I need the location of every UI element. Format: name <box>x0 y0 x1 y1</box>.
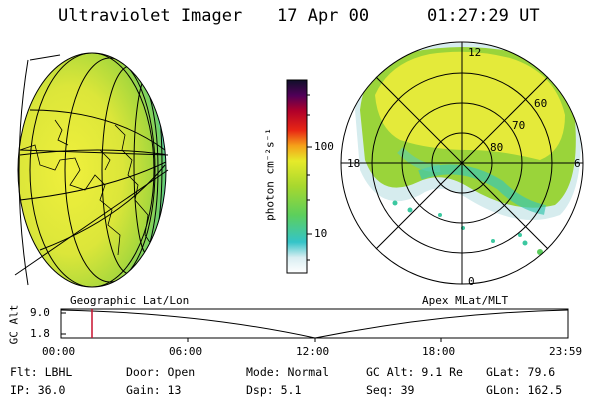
mlt-label-6: 6 <box>574 157 581 170</box>
timeline-plot <box>60 308 569 342</box>
x-tick-1800: 18:00 <box>422 345 456 358</box>
date-label: 17 Apr 00 <box>277 6 370 26</box>
mlat-label-60: 60 <box>534 97 548 110</box>
colorbar-tick-100: 100 <box>314 140 334 153</box>
y-tick-9: 9.0 <box>30 306 50 319</box>
status-filter: Flt: LBHL <box>10 365 73 379</box>
x-tick-0000: 00:00 <box>42 345 76 358</box>
status-ip: IP: 36.0 <box>10 383 66 397</box>
x-tick-0600: 06:00 <box>169 345 203 358</box>
mlt-label-0: 0 <box>468 275 475 288</box>
polar-image <box>340 41 584 285</box>
y-tick-1-8: 1.8 <box>30 327 50 340</box>
status-glat: GLat: 79.6 <box>486 365 556 379</box>
mlt-label-18: 18 <box>347 157 361 170</box>
x-tick-2359: 23:59 <box>549 345 583 358</box>
status-gc-alt: GC Alt: 9.1 Re <box>366 365 463 379</box>
status-door: Door: Open <box>126 365 196 379</box>
earth-image <box>14 52 169 288</box>
status-dsp: Dsp: 5.1 <box>246 383 302 397</box>
apex-caption: Apex MLat/MLT <box>422 294 509 307</box>
status-seq: Seq: 39 <box>366 383 415 397</box>
time-label: 01:27:29 UT <box>427 6 540 26</box>
status-gain: Gain: 13 <box>126 383 182 397</box>
x-tick-1200: 12:00 <box>296 345 330 358</box>
mlat-label-80: 80 <box>490 141 504 154</box>
colorbar-unit-label: photon cm⁻²s⁻¹ <box>263 128 277 221</box>
colorbar-tick-10: 10 <box>314 227 328 240</box>
gc-alt-axis-label: GC Alt <box>7 304 21 345</box>
status-mode: Mode: Normal <box>246 365 330 379</box>
instrument-title: Ultraviolet Imager <box>58 6 243 26</box>
colorbar <box>286 79 312 274</box>
mlat-label-70: 70 <box>512 119 526 132</box>
mlt-label-12: 12 <box>468 46 482 59</box>
geo-caption: Geographic Lat/Lon <box>70 294 190 307</box>
status-glon: GLon: 162.5 <box>486 383 563 397</box>
